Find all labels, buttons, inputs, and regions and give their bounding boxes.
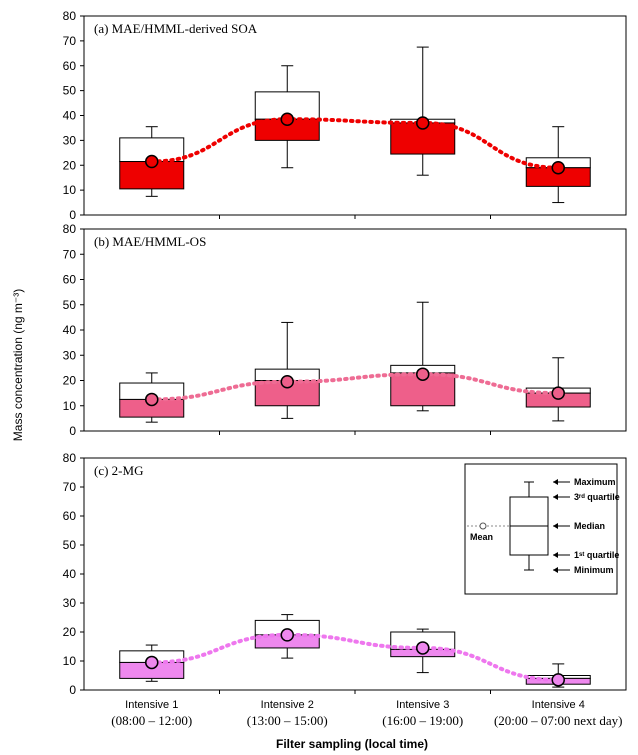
y-tick-label: 40: [63, 109, 77, 123]
y-tick-label: 10: [63, 183, 77, 197]
mean-line: [149, 117, 561, 170]
box-3: [390, 301, 456, 412]
mean-marker: [416, 367, 430, 381]
y-axis-label: Mass concentration (ng m⁻³): [11, 289, 25, 441]
y-tick-label: 50: [63, 538, 77, 552]
mean-marker: [551, 673, 565, 687]
x-tick-sublabel: (16:00 – 19:00): [382, 713, 463, 728]
mean-marker: [145, 655, 159, 670]
y-tick-label: 30: [63, 596, 77, 610]
legend-maximum-arrowhead: [553, 479, 558, 485]
legend-mean-label: Mean: [470, 532, 493, 542]
y-tick-label: 30: [63, 133, 77, 147]
y-tick-label: 70: [63, 247, 77, 261]
legend-q1-arrowhead: [553, 552, 558, 558]
mean-marker: [145, 392, 159, 407]
mean-marker: [551, 386, 565, 400]
y-tick-label: 10: [63, 654, 77, 668]
legend-q3-label: 3ʳᵈ quartile: [574, 492, 620, 502]
x-tick-sublabel: (20:00 – 07:00 next day): [494, 713, 623, 728]
x-tick-sublabel: (13:00 – 15:00): [247, 713, 328, 728]
y-tick-label: 0: [69, 683, 76, 697]
legend-minimum-label: Minimum: [574, 565, 614, 575]
y-tick-label: 20: [63, 625, 77, 639]
mean-marker: [416, 641, 430, 655]
y-tick-label: 40: [63, 567, 77, 581]
y-tick-label: 80: [63, 222, 77, 236]
x-tick-label: Intensive 4: [532, 699, 585, 711]
y-tick-label: 10: [63, 399, 77, 413]
mean-line: [149, 372, 561, 402]
y-tick-label: 20: [63, 158, 77, 172]
legend: Maximum 3ʳᵈ quartile Median 1ˢᵗ quartile Min…: [464, 463, 620, 595]
x-tick-label: Intensive 1: [125, 699, 178, 711]
panel-2: 0 10 20 30 40 50 60 70 80 (b) MAE/HMML-OS: [63, 222, 627, 438]
panels-group: 0 10 20 30 40 50 60 70 80 (a) MAE/HMML-derived SO…: [63, 9, 627, 728]
box-2: [254, 321, 320, 419]
x-tick-sublabel: (08:00 – 12:00): [111, 713, 192, 728]
panel-title: (b) MAE/HMML-OS: [94, 234, 206, 249]
legend-mean-marker: [479, 522, 487, 530]
y-tick-label: 70: [63, 34, 77, 48]
panel-title: (c) 2-MG: [94, 463, 143, 478]
mean-line: [149, 632, 561, 682]
legend-minimum-arrowhead: [553, 567, 558, 573]
y-tick-label: 40: [63, 323, 77, 337]
panel-1: 0 10 20 30 40 50 60 70 80 (a) MAE/HMML-derived SO…: [63, 9, 627, 222]
y-tick-label: 20: [63, 374, 77, 388]
y-tick-label: 50: [63, 84, 77, 98]
y-tick-label: 80: [63, 9, 77, 23]
legend-median-arrowhead: [553, 523, 558, 529]
mean-marker: [280, 112, 294, 126]
legend-q1-label: 1ˢᵗ quartile: [574, 550, 619, 560]
box-3: [390, 46, 456, 176]
y-tick-label: 0: [69, 208, 76, 222]
mean-marker: [551, 160, 565, 175]
y-tick-label: 60: [63, 509, 77, 523]
y-tick-label: 30: [63, 348, 77, 362]
box-2: [254, 614, 320, 659]
panel-3: 0 10 20 30 40 50 60 70 80 (c) 2-MG Intensive 1 (08:…: [63, 451, 627, 728]
y-tick-label: 80: [63, 451, 77, 465]
y-tick-label: 60: [63, 273, 77, 287]
legend-median-label: Median: [574, 521, 605, 531]
legend-maximum-label: Maximum: [574, 477, 616, 487]
panel-title: (a) MAE/HMML-derived SOA: [94, 21, 258, 36]
mean-marker: [416, 116, 430, 130]
mean-marker: [280, 375, 294, 389]
mean-marker: [145, 154, 159, 169]
y-tick-label: 60: [63, 59, 77, 73]
box-1: [119, 372, 185, 423]
y-tick-label: 70: [63, 480, 77, 494]
x-tick-label: Intensive 3: [396, 699, 449, 711]
y-tick-label: 50: [63, 298, 77, 312]
legend-q3-arrowhead: [553, 494, 558, 500]
y-tick-label: 0: [69, 424, 76, 438]
mean-marker: [280, 628, 294, 642]
x-tick-label: Intensive 2: [261, 699, 314, 711]
x-axis-label: Filter sampling (local time): [276, 737, 428, 751]
